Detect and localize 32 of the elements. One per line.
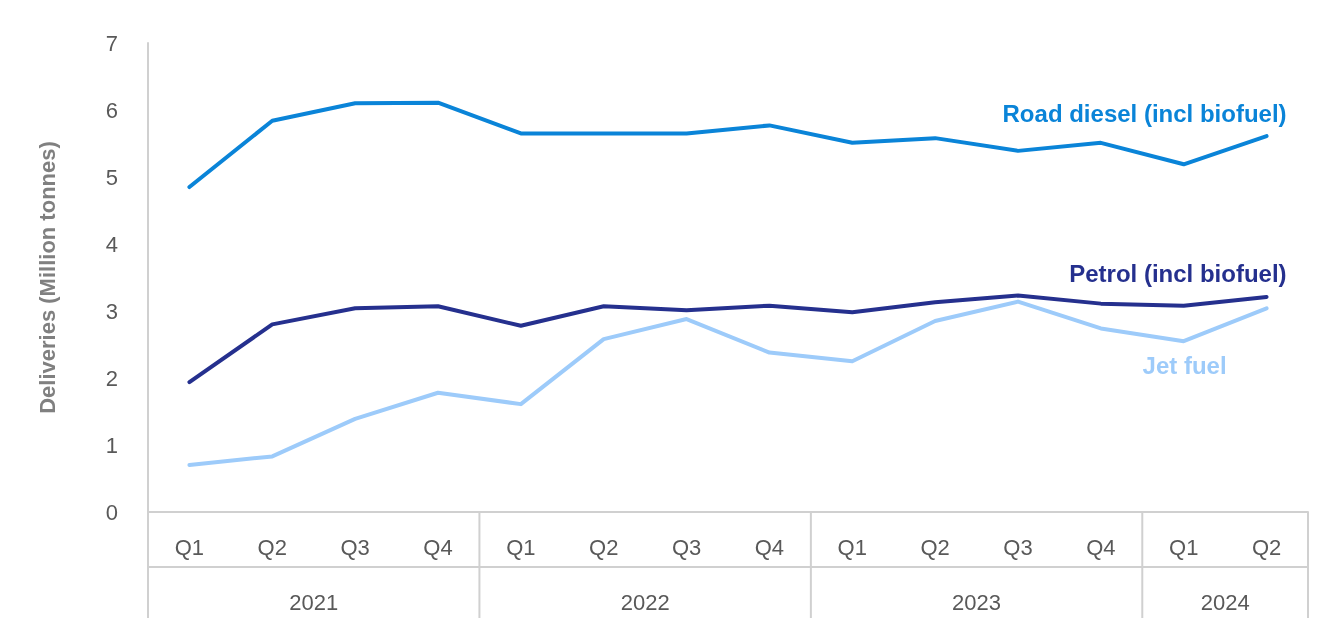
series-label: Jet fuel xyxy=(1142,351,1227,379)
text: 2021 xyxy=(289,589,339,615)
y-axis-title: Deliveries (Million tonnes) xyxy=(34,141,60,414)
y-tick-label: 7 xyxy=(105,30,118,56)
text: 2022 xyxy=(620,589,670,615)
y-tick-label: 1 xyxy=(105,432,118,458)
text: 2023 xyxy=(952,589,1002,615)
series-label: Petrol (incl biofuel) xyxy=(1069,260,1287,288)
x-tick-label: Q3 xyxy=(671,534,702,560)
x-tick-label: Q4 xyxy=(754,534,785,560)
y-tick-label: 3 xyxy=(105,298,118,324)
x-tick-label: Q1 xyxy=(506,534,536,560)
x-tick-label: Q2 xyxy=(257,534,287,560)
x-tick-label: Q3 xyxy=(340,534,370,560)
x-tick-label: Q1 xyxy=(174,534,205,560)
y-tick-label: 5 xyxy=(105,164,118,190)
x-tick-label: Q1 xyxy=(1169,534,1199,560)
x-tick-label: Q1 xyxy=(837,534,867,560)
line-series xyxy=(187,293,1269,385)
x-tick-label: Q2 xyxy=(1251,534,1282,560)
y-tick-label: 6 xyxy=(105,97,118,123)
line-series xyxy=(187,299,1269,468)
y-tick-label: 2 xyxy=(105,365,118,391)
x-tick-label: Q2 xyxy=(589,534,619,560)
x-tick-label: Q4 xyxy=(423,534,453,560)
series-label: Road diesel (incl biofuel) xyxy=(1002,99,1287,127)
text: 2024 xyxy=(1200,589,1250,615)
x-tick-label: Q2 xyxy=(920,534,950,560)
x-tick-label: Q4 xyxy=(1086,534,1116,560)
y-tick-label: 4 xyxy=(105,231,118,257)
y-tick-label: 0 xyxy=(105,499,118,525)
x-tick-label: Q3 xyxy=(1003,534,1033,560)
